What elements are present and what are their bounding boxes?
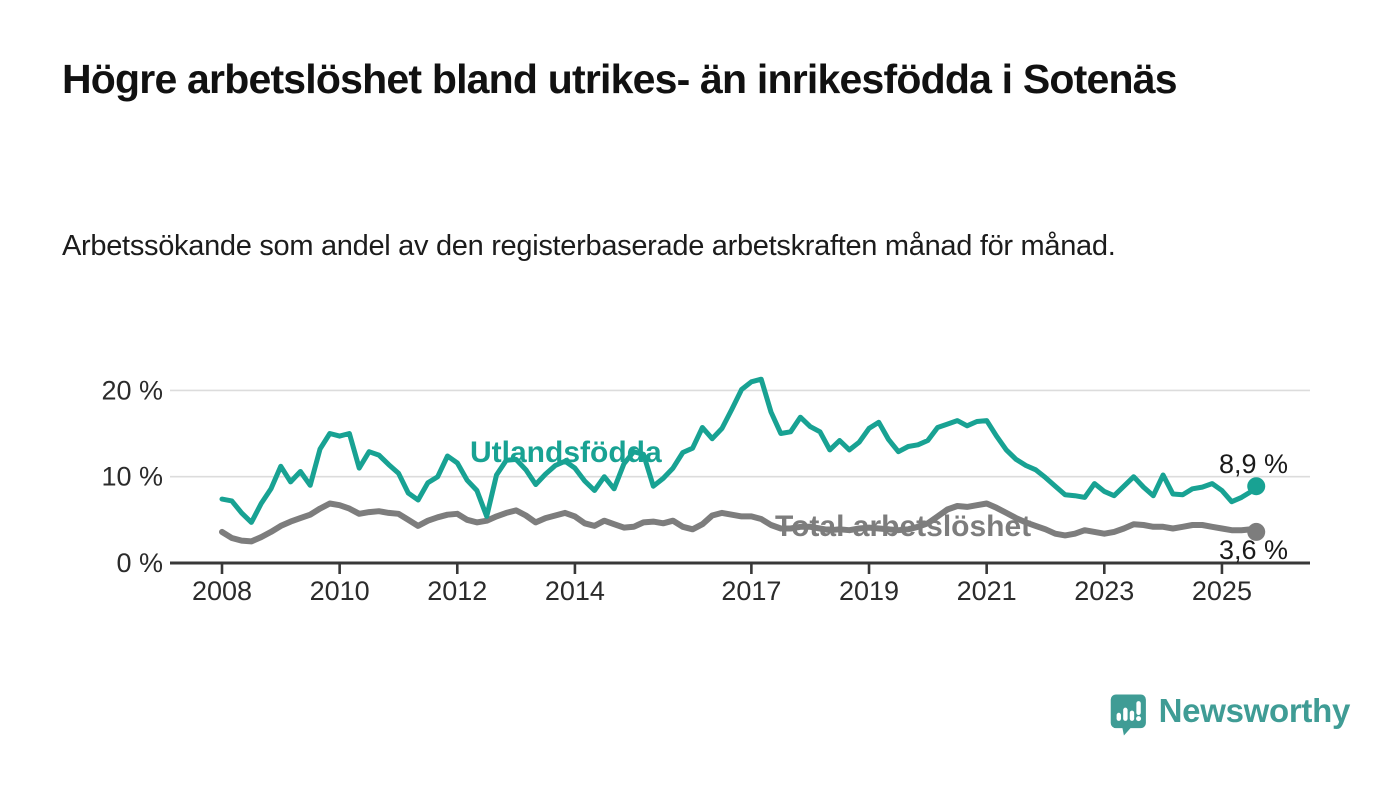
x-tick-label: 2014 [545, 576, 605, 606]
series-labels: Utlandsfödda Total arbetslöshet 8,9 % 3,… [470, 436, 1288, 565]
chart-canvas: 0 % 10 % 20 % 2008 2010 2012 2014 2017 2019 2021… [101, 375, 1310, 606]
series-line-utlandsfodda [219, 376, 1259, 525]
end-dot-utlandsfodda [1247, 477, 1266, 496]
x-tick-label: 2017 [721, 576, 781, 606]
x-tick-label: 2008 [192, 576, 252, 606]
x-tick-label: 2023 [1074, 576, 1134, 606]
y-tick-label: 20 % [101, 375, 163, 405]
line-chart: 0 % 10 % 20 % 2008 2010 2012 2014 2017 2019 2021… [0, 350, 1400, 660]
bar-chart-speech-bubble-icon [1110, 694, 1146, 736]
x-tick-label: 2019 [839, 576, 899, 606]
end-value-label-total: 3,6 % [1219, 535, 1288, 565]
logo-text: Newsworthy [1158, 692, 1351, 729]
end-value-label-utlandsfodda: 8,9 % [1219, 449, 1288, 479]
series-line-total-arbetsloshet [219, 500, 1260, 545]
series-label-total-arbetsloshet: Total arbetslöshet [775, 510, 1031, 543]
newsworthy-logo: Newsworthy [1110, 686, 1350, 748]
page-title: Högre arbetslöshet bland utrikes- än inr… [62, 56, 1178, 102]
series-lines [219, 376, 1266, 545]
y-tick-label: 10 % [101, 462, 163, 492]
x-axis: 2008 2010 2012 2014 2017 2019 2021 2023 2025 [170, 561, 1310, 606]
series-label-utlandsfodda: Utlandsfödda [470, 436, 662, 469]
x-tick-label: 2012 [427, 576, 487, 606]
end-dot-total [1247, 522, 1266, 541]
x-tick-label: 2025 [1192, 576, 1252, 606]
gridlines: 0 % 10 % 20 % [101, 375, 1310, 578]
chart-subtitle: Arbetssökande som andel av den registerb… [62, 230, 1116, 262]
x-tick-label: 2021 [957, 576, 1017, 606]
x-tick-label: 2010 [310, 576, 370, 606]
y-tick-label: 0 % [116, 548, 163, 578]
